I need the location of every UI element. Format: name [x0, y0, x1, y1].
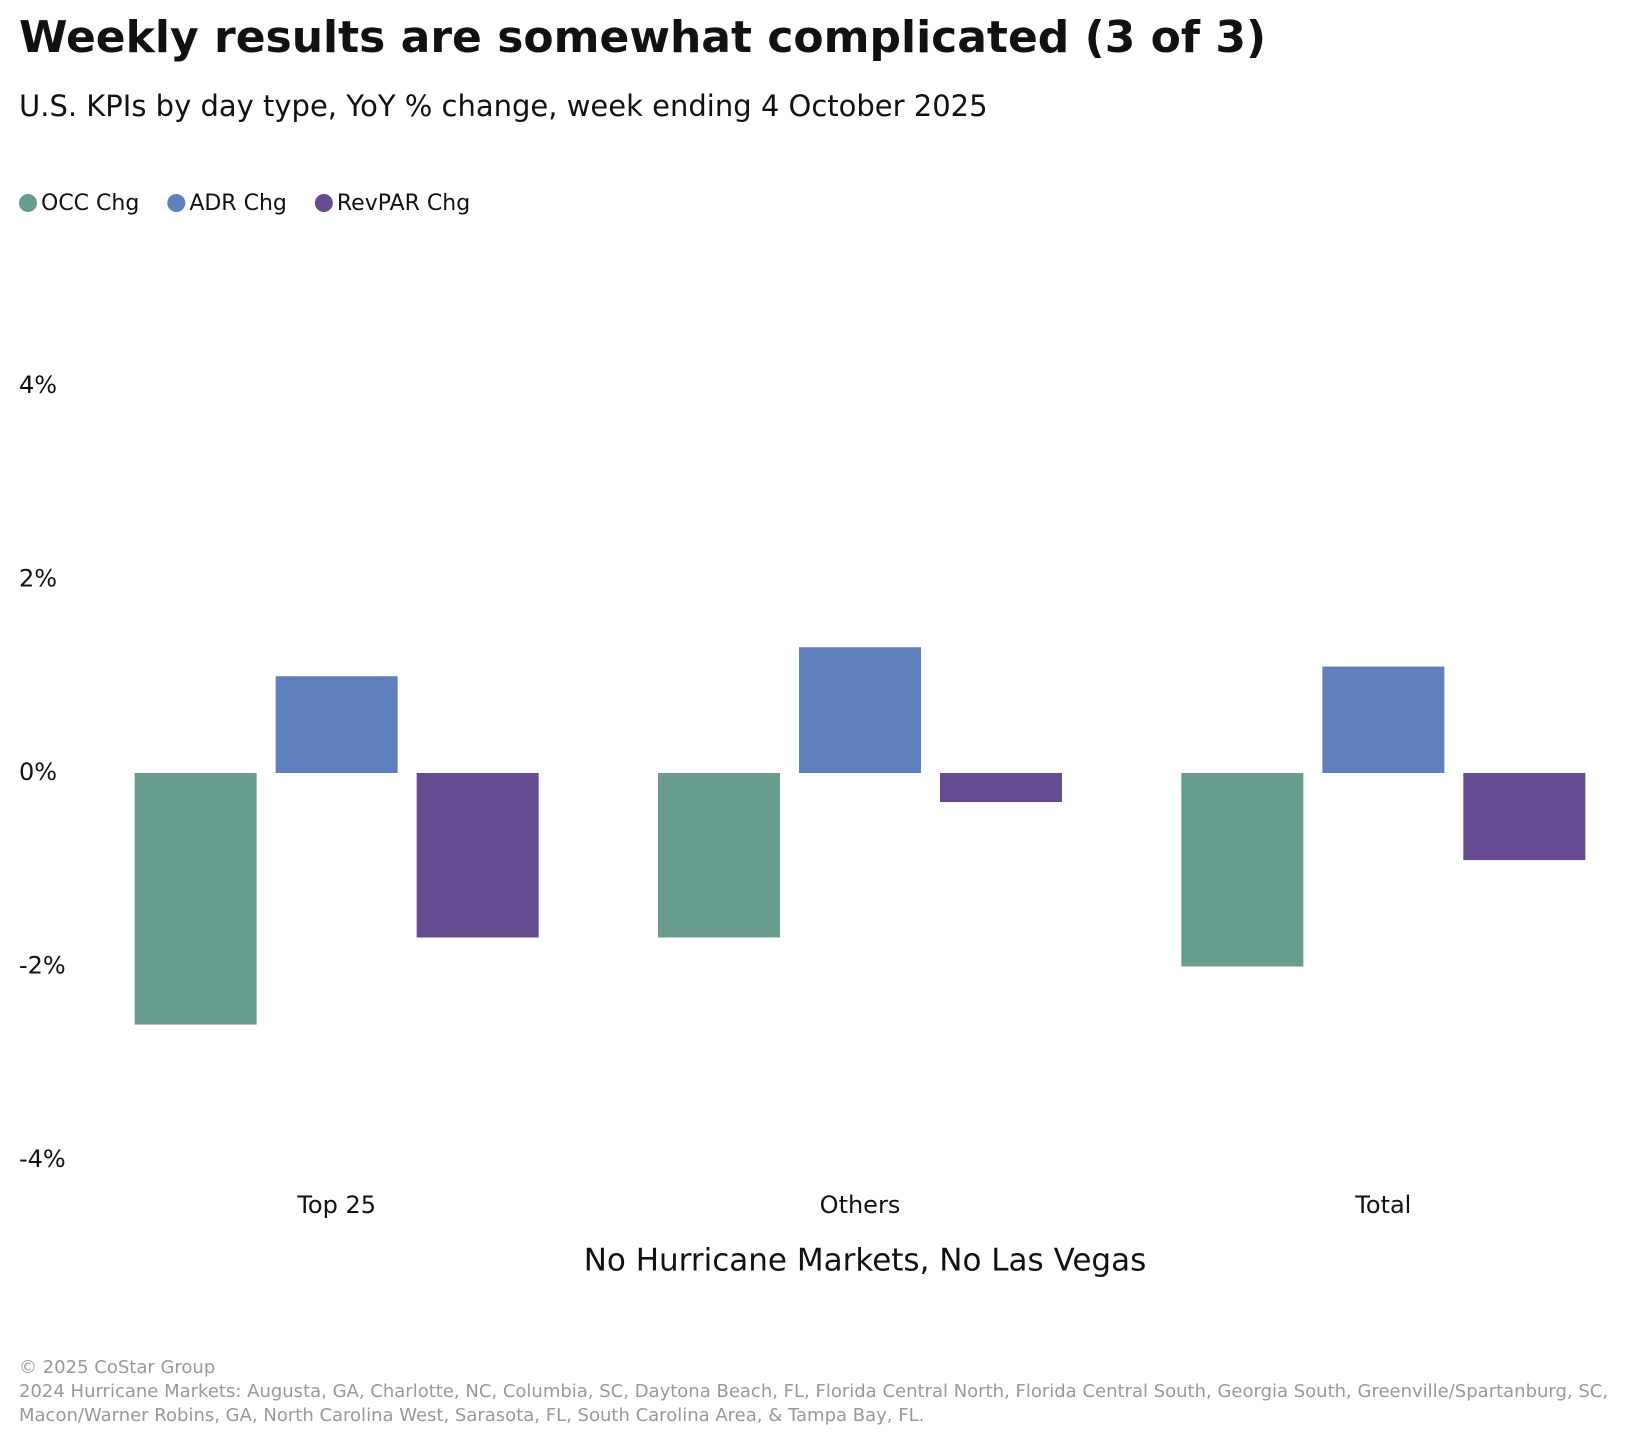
- legend-label: ADR Chg: [189, 191, 287, 216]
- note: Macon/Warner Robins, GA, North Carolina …: [19, 1405, 924, 1426]
- bar: [416, 773, 539, 938]
- y-tick-label: 2%: [19, 565, 57, 593]
- chart-title: Weekly results are somewhat complicated …: [19, 12, 1266, 63]
- bar: [940, 773, 1062, 803]
- legend-marker: [314, 194, 333, 212]
- x-axis-title: No Hurricane Markets, No Las Vegas: [584, 1243, 1147, 1279]
- bar: [1463, 773, 1586, 861]
- legend-label: OCC Chg: [41, 191, 139, 216]
- y-tick-label: 4%: [19, 371, 57, 399]
- x-tick-label: Total: [1354, 1191, 1411, 1219]
- source: © 2025 CoStar Group: [19, 1357, 215, 1378]
- bar: [1322, 666, 1445, 773]
- bar: [134, 773, 257, 1025]
- note: 2024 Hurricane Markets: Augusta, GA, Cha…: [19, 1381, 1608, 1402]
- y-tick-label: -4%: [19, 1145, 66, 1173]
- chart-subtitle: U.S. KPIs by day type, YoY % change, wee…: [19, 89, 988, 123]
- legend-marker: [167, 194, 186, 212]
- x-tick-label: Top 25: [296, 1191, 376, 1219]
- legend-marker: [19, 194, 37, 212]
- y-tick-label: 0%: [19, 758, 57, 786]
- legend-label: RevPAR Chg: [337, 191, 470, 216]
- bar: [275, 676, 398, 773]
- x-tick-label: Others: [820, 1191, 901, 1219]
- y-tick-label: -2%: [19, 952, 66, 980]
- bar: [658, 773, 780, 938]
- bar: [1181, 773, 1304, 967]
- bar: [799, 647, 921, 773]
